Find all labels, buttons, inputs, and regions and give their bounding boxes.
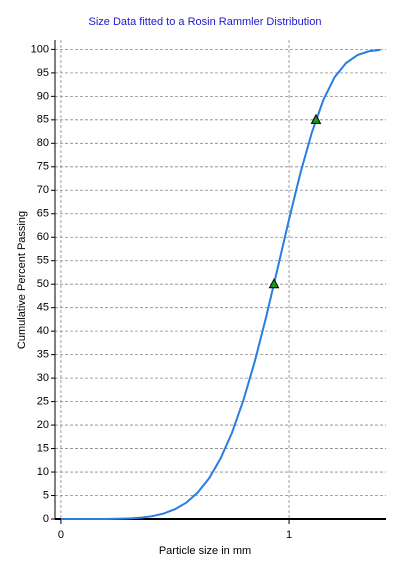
y-tick-label: 90 — [37, 90, 49, 102]
y-tick-label: 45 — [37, 302, 49, 314]
y-tick-label: 100 — [31, 43, 49, 55]
y-tick-label: 95 — [37, 67, 49, 79]
y-tick-label: 55 — [37, 255, 49, 267]
y-tick-label: 70 — [37, 184, 49, 196]
y-tick-label: 20 — [37, 419, 49, 431]
y-tick-label: 15 — [37, 442, 49, 454]
x-tick-label: 0 — [58, 529, 64, 541]
y-tick-label: 65 — [37, 208, 49, 220]
y-tick-label: 50 — [37, 278, 49, 290]
curve — [60, 48, 381, 520]
y-tick-label: 30 — [37, 372, 49, 384]
y-tick-label: 35 — [37, 349, 49, 361]
x-axis-label: Particle size in mm — [159, 545, 251, 557]
y-axis-label: Cumulative Percent Passing — [16, 211, 28, 349]
marker — [268, 278, 280, 289]
y-tick-label: 10 — [37, 466, 49, 478]
y-tick-label: 25 — [37, 396, 49, 408]
y-tick-label: 5 — [43, 489, 49, 501]
y-tick-label: 85 — [37, 114, 49, 126]
y-tick-label: 0 — [43, 513, 49, 525]
y-tick-label: 40 — [37, 325, 49, 337]
chart-title: Size Data fitted to a Rosin Rammler Dist… — [89, 16, 322, 28]
y-tick-label: 60 — [37, 231, 49, 243]
y-tick-label: 75 — [37, 161, 49, 173]
marker — [310, 113, 322, 124]
x-tick-label: 1 — [286, 529, 292, 541]
y-tick-label: 80 — [37, 137, 49, 149]
